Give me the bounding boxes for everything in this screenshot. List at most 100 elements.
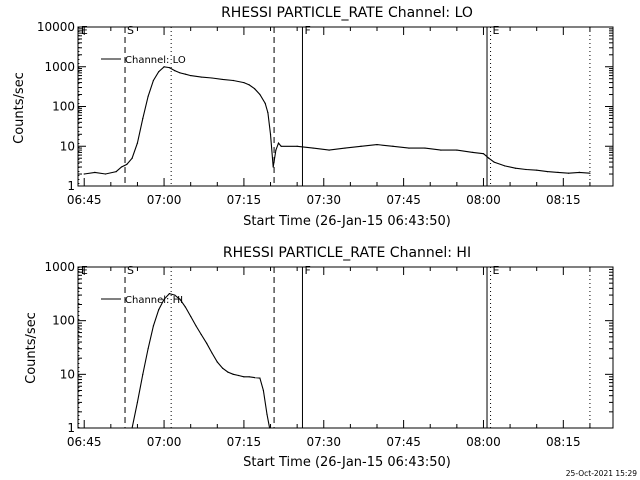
lo-data-point — [493, 161, 495, 163]
lo-x-tick-label: 07:30 — [306, 193, 341, 207]
hi-y-tick-label: 1 — [67, 421, 75, 435]
lo-data-point — [104, 173, 107, 175]
lo-data-point — [296, 145, 298, 147]
hi-marker-label: E — [81, 264, 88, 277]
hi-data-point — [266, 413, 268, 415]
hi-legend-label: Channel: HI — [125, 295, 183, 306]
hi-x-tick-label: 07:30 — [306, 435, 341, 449]
hi-data-point — [174, 294, 176, 296]
lo-data-point — [136, 142, 139, 144]
lo-data-point — [158, 71, 160, 73]
lo-data-point — [126, 163, 128, 165]
lo-marker-label: F — [304, 24, 310, 37]
lo-data-point — [376, 144, 378, 146]
lo-data-point — [142, 117, 144, 120]
hi-marker-label: F — [304, 264, 310, 277]
lo-data-point — [557, 171, 559, 173]
hi-channel-panel: RHESSI PARTICLE_RATE Channel: HI Start T… — [24, 245, 614, 470]
hi-data-point — [253, 376, 256, 379]
lo-data-point — [280, 145, 282, 147]
lo-data-point — [272, 166, 274, 168]
lo-data-point — [472, 151, 474, 154]
hi-data-point — [248, 376, 250, 378]
lo-data-point — [253, 88, 256, 90]
lo-data-point — [408, 147, 410, 149]
lo-chart-title: RHESSI PARTICLE_RATE Channel: LO — [221, 5, 473, 21]
lo-data-point — [360, 145, 362, 147]
lo-channel-panel: RHESSI PARTICLE_RATE Channel: LO Start T… — [12, 5, 614, 229]
hi-y-tick-label: 1000 — [44, 260, 75, 274]
lo-x-tick-label: 08:00 — [466, 193, 501, 207]
hi-x-tick-label: 06:45 — [67, 435, 102, 449]
hi-data-point — [190, 315, 192, 318]
hi-data-point — [163, 298, 165, 300]
hi-plot-frame — [77, 266, 614, 429]
hi-y-tick-label: 100 — [52, 314, 75, 328]
lo-data-point — [514, 167, 517, 169]
hi-data-point — [222, 367, 224, 369]
hi-data-point — [179, 298, 181, 300]
lo-x-tick-label: 07:15 — [227, 193, 262, 207]
hi-data-point — [200, 334, 202, 336]
hi-data-point — [168, 292, 170, 295]
lo-y-axis-label: Counts/sec — [12, 72, 27, 144]
lo-legend-label: Channel: LO — [125, 55, 186, 66]
lo-x-tick-label: 07:00 — [147, 193, 182, 207]
lo-data-point — [120, 166, 123, 168]
lo-x-tick-label: 07:45 — [386, 193, 421, 207]
lo-data-point — [568, 172, 570, 174]
lo-data-point — [232, 79, 234, 82]
hi-y-axis-label: Counts/sec — [24, 312, 39, 384]
hi-chart-title: RHESSI PARTICLE_RATE Channel: HI — [223, 245, 471, 261]
lo-data-point — [546, 171, 548, 173]
lo-data-point — [222, 78, 224, 81]
hi-data-point — [147, 348, 149, 350]
lo-data-point — [482, 153, 485, 155]
lo-data-point — [211, 77, 213, 79]
hi-x-axis-label: Start Time (26-Jan-15 06:43:50) — [243, 455, 451, 470]
hi-data-point — [131, 427, 133, 429]
lo-y-tick-label: 10 — [60, 139, 75, 153]
lo-marker-label: S — [127, 24, 134, 37]
lo-data-point — [190, 74, 192, 77]
hi-data-point — [152, 325, 155, 327]
hi-data-point — [206, 342, 208, 344]
hi-data-point — [269, 427, 271, 429]
lo-data-point — [243, 81, 245, 84]
lo-data-point — [264, 102, 266, 104]
lo-data-point — [168, 67, 170, 69]
lo-data-point — [269, 133, 272, 135]
lo-data-point — [392, 145, 394, 147]
hi-data-point — [259, 377, 261, 379]
hi-x-tick-label: 07:15 — [227, 435, 262, 449]
lo-data-point — [174, 70, 176, 72]
lo-series-line — [84, 66, 590, 175]
lo-marker-label: E — [81, 24, 88, 37]
hi-marker-label: S — [127, 264, 134, 277]
hi-data-point — [237, 374, 240, 377]
lo-data-point — [488, 157, 490, 159]
hi-x-tick-label: 07:45 — [386, 435, 421, 449]
hi-x-tick-label: 08:00 — [466, 435, 501, 449]
lo-data-point — [344, 147, 346, 149]
lo-data-point — [504, 165, 506, 167]
lo-data-point — [456, 149, 458, 151]
lo-data-point — [275, 149, 277, 151]
lo-data-point — [578, 171, 580, 173]
footer-timestamp: 25-Oct-2021 15:29 — [566, 469, 637, 478]
lo-data-point — [440, 149, 442, 151]
hi-data-point — [136, 401, 139, 403]
lo-data-point — [589, 172, 591, 174]
hi-data-point — [227, 371, 229, 373]
hi-marker-label: E — [493, 264, 500, 277]
lo-data-point — [424, 147, 426, 149]
lo-data-point — [312, 147, 314, 149]
lo-data-point — [152, 79, 155, 82]
lo-data-point — [277, 142, 280, 144]
lo-data-point — [131, 157, 133, 159]
hi-data-point — [211, 352, 213, 354]
lo-data-point — [94, 171, 96, 173]
lo-y-tick-label: 100 — [52, 100, 75, 114]
lo-data-point — [267, 112, 269, 114]
lo-data-point — [115, 171, 117, 173]
